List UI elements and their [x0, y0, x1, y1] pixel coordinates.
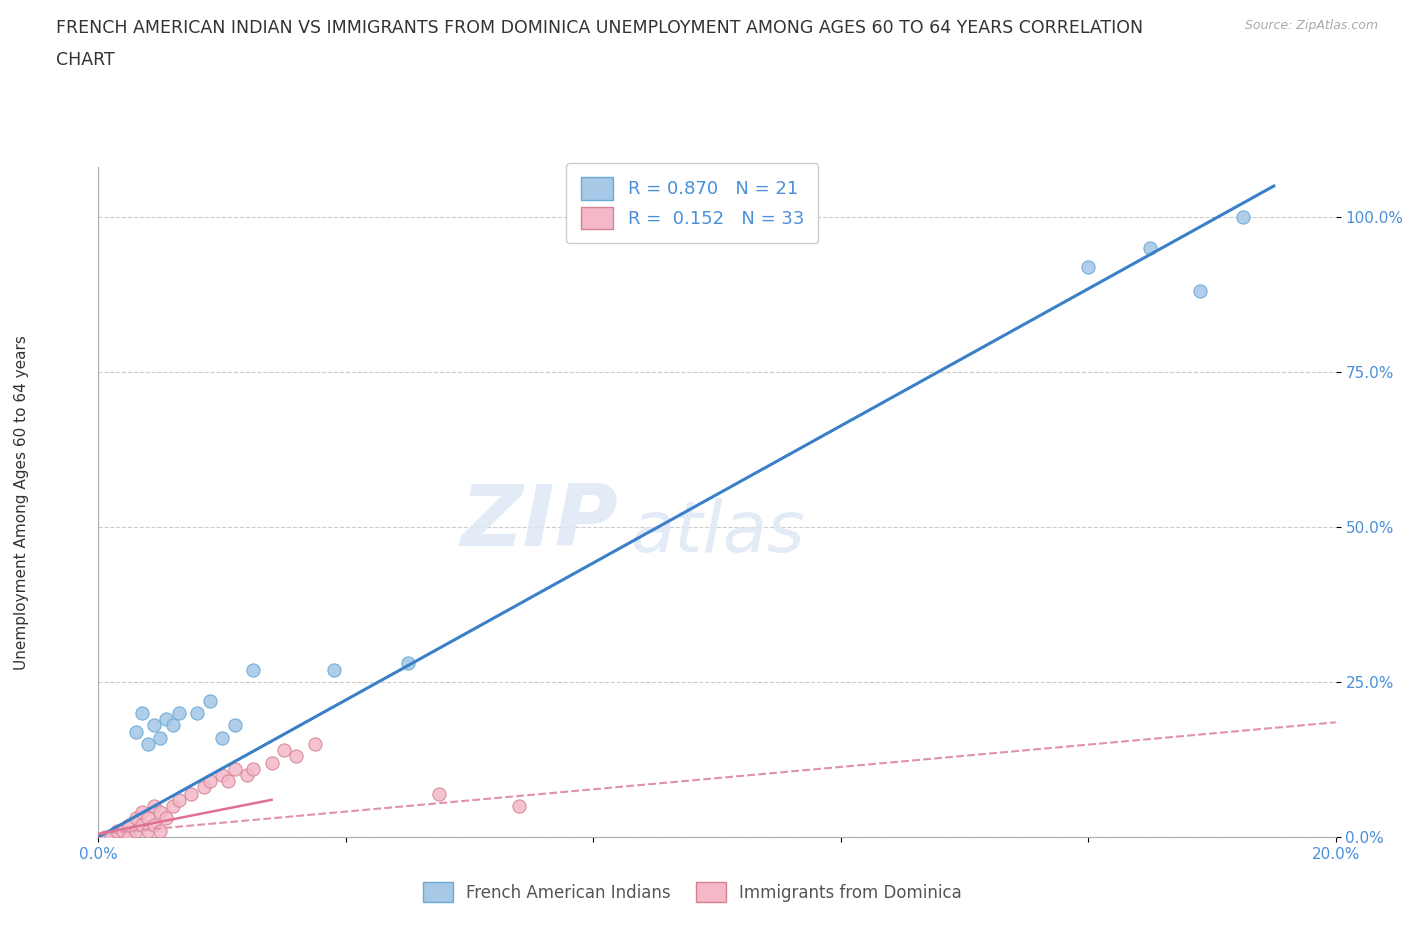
Point: [322, 662, 344, 677]
Point: [236, 767, 259, 782]
Point: [118, 830, 141, 844]
Point: [136, 823, 159, 838]
Point: [273, 743, 295, 758]
Point: [131, 804, 153, 819]
Point: [304, 737, 326, 751]
Point: [193, 780, 215, 795]
Point: [198, 774, 221, 789]
Point: [167, 706, 190, 721]
Text: Source: ZipAtlas.com: Source: ZipAtlas.com: [1244, 19, 1378, 32]
Point: [136, 811, 159, 826]
Point: [260, 755, 283, 770]
Point: [149, 823, 172, 838]
Point: [149, 730, 172, 745]
Point: [1139, 241, 1161, 256]
Point: [167, 792, 190, 807]
Point: [155, 811, 177, 826]
Point: [186, 706, 208, 721]
Point: [124, 823, 146, 838]
Point: [124, 724, 146, 739]
Point: [136, 737, 159, 751]
Point: [217, 774, 239, 789]
Text: Unemployment Among Ages 60 to 64 years: Unemployment Among Ages 60 to 64 years: [14, 335, 28, 670]
Text: ZIP: ZIP: [460, 481, 619, 564]
Text: CHART: CHART: [56, 51, 115, 69]
Point: [242, 762, 264, 777]
Point: [118, 827, 141, 842]
Point: [118, 817, 141, 832]
Text: FRENCH AMERICAN INDIAN VS IMMIGRANTS FROM DOMINICA UNEMPLOYMENT AMONG AGES 60 TO: FRENCH AMERICAN INDIAN VS IMMIGRANTS FRO…: [56, 19, 1143, 36]
Text: atlas: atlas: [630, 498, 806, 566]
Point: [224, 762, 246, 777]
Point: [131, 706, 153, 721]
Point: [149, 804, 172, 819]
Point: [100, 830, 122, 844]
Point: [285, 749, 308, 764]
Point: [100, 830, 122, 844]
Point: [155, 711, 177, 726]
Point: [180, 786, 202, 801]
Point: [162, 718, 184, 733]
Point: [93, 830, 115, 844]
Point: [427, 786, 450, 801]
Point: [143, 718, 166, 733]
Point: [1232, 209, 1254, 224]
Point: [242, 662, 264, 677]
Point: [105, 823, 128, 838]
Point: [1077, 259, 1099, 274]
Point: [143, 799, 166, 814]
Point: [224, 718, 246, 733]
Point: [198, 693, 221, 708]
Point: [131, 817, 153, 832]
Point: [162, 799, 184, 814]
Point: [112, 823, 135, 838]
Point: [211, 730, 233, 745]
Legend: French American Indians, Immigrants from Dominica: French American Indians, Immigrants from…: [416, 875, 969, 909]
Point: [508, 799, 530, 814]
Point: [396, 656, 419, 671]
Point: [143, 817, 166, 832]
Point: [211, 767, 233, 782]
Point: [124, 811, 146, 826]
Point: [1188, 284, 1211, 299]
